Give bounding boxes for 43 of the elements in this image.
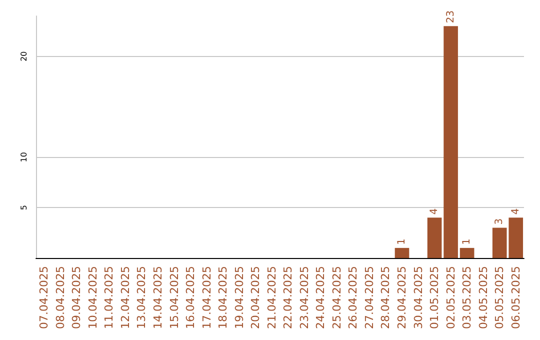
x-tick-label: 26.04.2025	[346, 266, 360, 330]
x-tick-label: 05.05.2025	[493, 266, 506, 330]
x-tick-label: 27.04.2025	[362, 266, 376, 330]
data-label: 1	[462, 238, 473, 245]
x-tick-label: 12.04.2025	[118, 266, 132, 330]
x-tick-label: 24.04.2025	[314, 266, 328, 330]
x-tick-label: 28.04.2025	[379, 266, 392, 330]
x-tick-label: 18.04.2025	[216, 266, 230, 330]
y-tick-label: 10	[20, 152, 28, 162]
x-tick-label: 16.04.2025	[184, 266, 198, 330]
x-tick-label: 15.04.2025	[168, 266, 181, 330]
x-tick-label: 04.05.2025	[476, 266, 490, 330]
x-tick-label: 07.04.2025	[38, 266, 51, 330]
bar	[444, 26, 458, 258]
x-tick-label: 30.04.2025	[412, 266, 425, 330]
x-tick-label: 14.04.2025	[152, 266, 164, 330]
data-label: 3	[494, 218, 506, 225]
y-tick-label: 20	[20, 51, 28, 62]
bar	[394, 248, 410, 258]
bar	[460, 248, 474, 258]
x-tick-label: 20.04.2025	[249, 266, 262, 330]
data-label: 4	[429, 208, 440, 215]
x-tick-label: 03.05.2025	[460, 266, 474, 330]
x-tick-label: 08.04.2025	[54, 266, 67, 330]
x-tick-label: 06.05.2025	[509, 266, 522, 330]
x-tick-label: 29.04.2025	[396, 266, 408, 330]
x-tick-label: 25.04.2025	[330, 266, 344, 330]
data-label: 1	[396, 238, 408, 245]
x-tick-label: 11.04.2025	[102, 266, 116, 330]
bar	[427, 218, 442, 258]
data-label: 23	[445, 10, 456, 24]
x-tick-label: 09.04.2025	[70, 266, 84, 330]
x-tick-label: 22.04.2025	[282, 266, 295, 330]
y-tick-label: 5	[20, 205, 28, 210]
x-tick-label: 10.04.2025	[86, 266, 100, 330]
x-tick-label: 19.04.2025	[232, 266, 246, 330]
x-tick-label: 23.04.2025	[298, 266, 311, 330]
x-tick-label: 17.04.2025	[200, 266, 214, 330]
x-tick-label: 13.04.2025	[135, 266, 148, 330]
x-tick-label: 21.04.2025	[265, 266, 278, 330]
x-tick-label: 01.05.2025	[428, 266, 442, 330]
x-tick-label: 02.05.2025	[444, 266, 458, 330]
data-label: 4	[510, 208, 522, 215]
